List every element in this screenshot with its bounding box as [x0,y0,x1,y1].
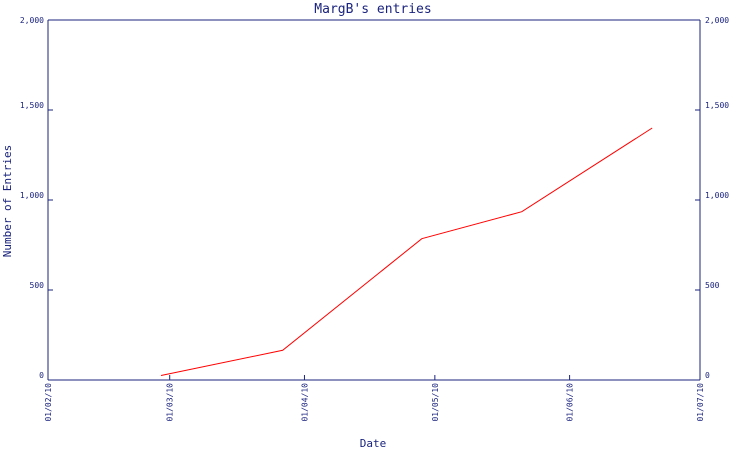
y-tick-label-left: 0 [39,371,44,380]
x-tick-label: 01/06/10 [566,383,575,422]
y-tick-label-right: 1,000 [705,191,729,200]
x-tick-label: 01/04/10 [300,383,309,422]
y-tick-label-left: 2,000 [20,16,44,25]
series-layer [160,127,653,376]
x-axis-label: Date [360,437,387,450]
y-tick-label-left: 1,000 [20,191,44,200]
chart-title: MargB's entries [314,2,431,17]
y-tick-label-right: 0 [705,371,710,380]
y-tick-label-right: 500 [705,281,720,290]
x-tick-label: 01/07/10 [696,383,705,422]
axis-ticks: 0 0 500 500 1,000 1,000 1,500 1,500 2,000 2,000 01… [20,16,729,422]
y-axis-label: Number of Entries [1,145,14,258]
y-tick-label-left: 500 [30,281,45,290]
y-tick-label-left: 1,500 [20,101,44,110]
x-tick-label: 01/05/10 [431,383,440,422]
plot-area [47,19,701,381]
series-line [160,127,653,376]
y-tick-label-right: 2,000 [705,16,729,25]
x-tick-label: 01/03/10 [166,383,175,422]
y-tick-label-right: 1,500 [705,101,729,110]
x-tick-label: 01/02/10 [44,383,53,422]
